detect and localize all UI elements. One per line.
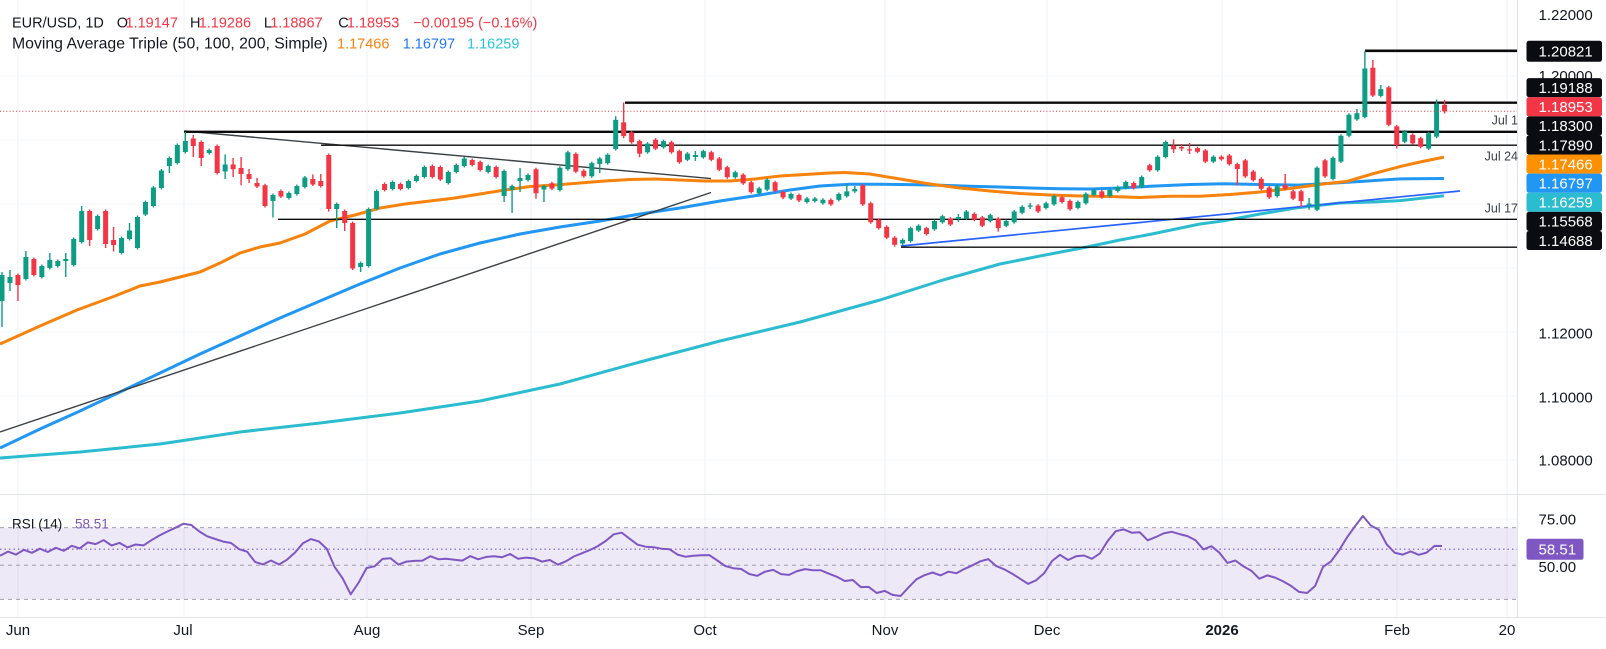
svg-text:1.15568: 1.15568 <box>1539 214 1593 231</box>
svg-text:58.51: 58.51 <box>75 517 109 532</box>
svg-text:Jul: Jul <box>173 622 192 639</box>
svg-text:Dec: Dec <box>1034 622 1061 639</box>
svg-text:−0.00195 (−0.16%): −0.00195 (−0.16%) <box>413 15 537 31</box>
svg-text:1.17890: 1.17890 <box>1539 137 1593 154</box>
svg-text:1.16259: 1.16259 <box>467 36 519 52</box>
svg-text:H: H <box>190 15 200 31</box>
svg-text:1.19147: 1.19147 <box>126 15 178 31</box>
svg-text:O: O <box>117 15 128 31</box>
svg-text:L: L <box>264 15 272 31</box>
svg-text:1.22000: 1.22000 <box>1539 7 1593 24</box>
svg-text:1.17466: 1.17466 <box>1539 156 1593 173</box>
svg-text:C: C <box>338 15 348 31</box>
svg-text:1.08000: 1.08000 <box>1539 452 1593 469</box>
svg-text:1.19286: 1.19286 <box>199 15 251 31</box>
svg-text:EUR/USD, 1D: EUR/USD, 1D <box>12 15 104 31</box>
svg-text:Jun: Jun <box>6 622 30 639</box>
svg-text:1.18867: 1.18867 <box>270 15 322 31</box>
svg-text:1.18300: 1.18300 <box>1539 118 1593 135</box>
svg-text:1.14688: 1.14688 <box>1539 233 1593 250</box>
svg-text:1.16259: 1.16259 <box>1539 195 1593 212</box>
svg-text:1.16797: 1.16797 <box>1539 176 1593 193</box>
svg-text:Jul 17: Jul 17 <box>1485 202 1518 216</box>
svg-text:1.16797: 1.16797 <box>403 36 455 52</box>
svg-text:Sep: Sep <box>518 622 545 639</box>
svg-text:Oct: Oct <box>693 622 717 639</box>
svg-text:Jul 1: Jul 1 <box>1492 114 1518 128</box>
svg-text:1.19188: 1.19188 <box>1539 80 1593 97</box>
svg-text:1.17466: 1.17466 <box>337 36 389 52</box>
svg-text:58.51: 58.51 <box>1539 542 1577 559</box>
svg-text:1.18953: 1.18953 <box>347 15 399 31</box>
svg-text:1.18953: 1.18953 <box>1539 99 1593 116</box>
svg-text:RSI (14): RSI (14) <box>12 517 62 532</box>
svg-text:Aug: Aug <box>354 622 381 639</box>
svg-text:2026: 2026 <box>1205 622 1238 639</box>
svg-text:1.10000: 1.10000 <box>1539 389 1593 406</box>
svg-text:Nov: Nov <box>872 622 899 639</box>
svg-text:50.00: 50.00 <box>1539 559 1577 576</box>
svg-text:Jul 24: Jul 24 <box>1485 150 1518 164</box>
svg-text:Moving Average Triple (50, 100: Moving Average Triple (50, 100, 200, Sim… <box>12 35 328 52</box>
svg-text:1.12000: 1.12000 <box>1539 325 1593 342</box>
svg-text:Feb: Feb <box>1384 622 1410 639</box>
svg-text:1.20821: 1.20821 <box>1539 44 1593 61</box>
svg-text:75.00: 75.00 <box>1539 511 1577 528</box>
svg-text:20: 20 <box>1499 622 1516 639</box>
